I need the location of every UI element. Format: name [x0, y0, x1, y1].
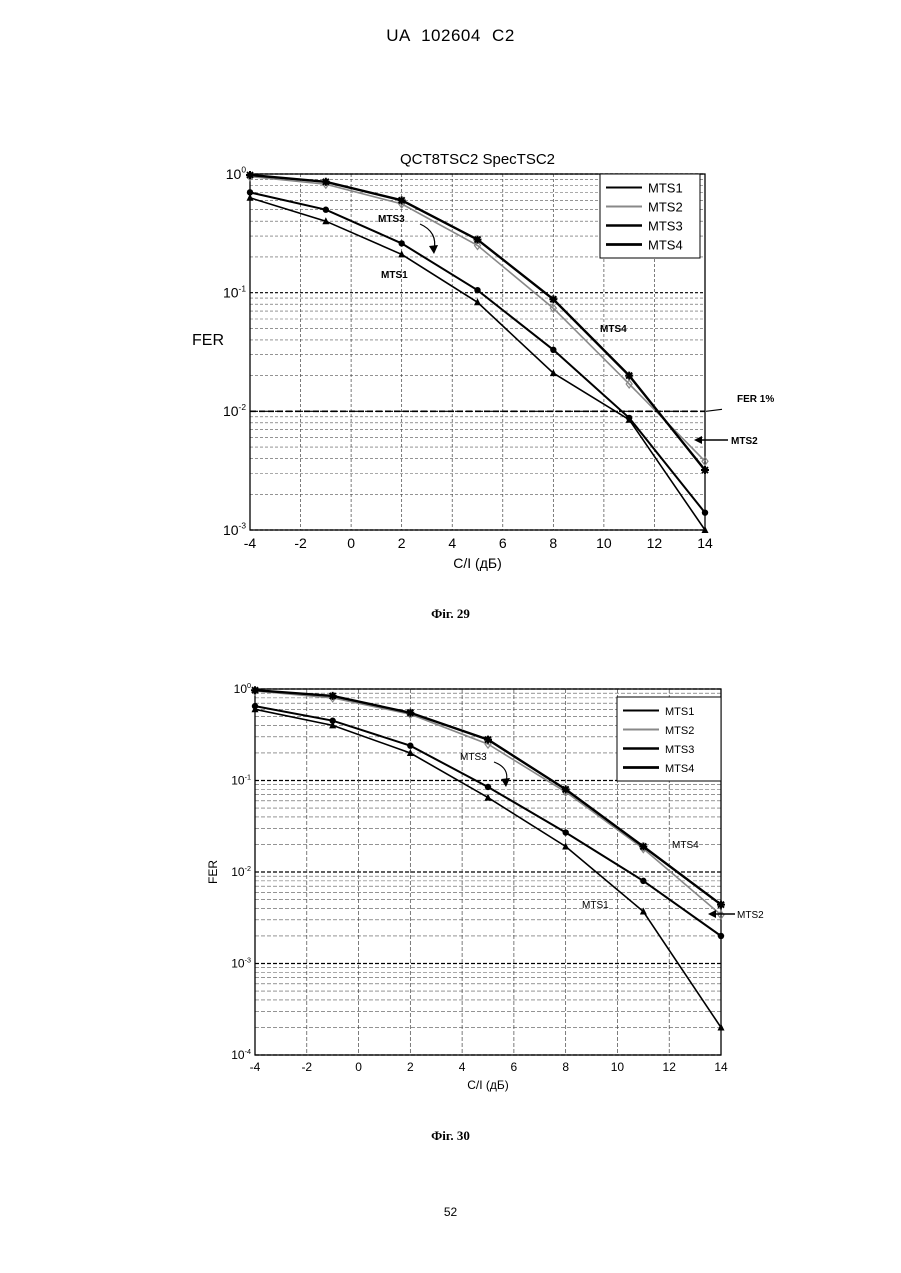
- figure-30-chart: -4 -2 0 2 4 6 8 10 12 14 100 10-1 10-2 10-3 10-4 C/I (д…: [0, 0, 901, 1120]
- data-point-mts4: [251, 686, 259, 694]
- x-tick-label: 8: [562, 1060, 569, 1074]
- data-point-mts4: [406, 709, 414, 717]
- data-point-mts4: [329, 692, 337, 700]
- x-tick-label: 6: [511, 1060, 518, 1074]
- data-point-mts1: [562, 842, 569, 849]
- data-point-mts3: [407, 743, 413, 749]
- annotation-mts2-arrowhead: [708, 910, 716, 918]
- annotation-mts3: MTS3: [460, 752, 487, 763]
- y-tick-label: 10-1: [231, 772, 251, 787]
- page-number: 52: [0, 1205, 901, 1219]
- legend-label-mts3: MTS3: [665, 744, 694, 756]
- data-point-mts3: [640, 878, 646, 884]
- data-point-mts4: [639, 842, 647, 850]
- x-axis-label: C/I (дБ): [467, 1078, 509, 1092]
- figure-30-caption: Фіг. 30: [0, 1128, 901, 1144]
- data-point-mts4: [484, 736, 492, 744]
- data-point-mts4: [562, 785, 570, 793]
- x-tick-label: 10: [611, 1060, 625, 1074]
- y-tick-label: 10-3: [231, 955, 251, 970]
- data-point-mts4: [717, 901, 725, 909]
- legend: MTS1 MTS2 MTS3 MTS4: [617, 697, 721, 781]
- y-tick-label: 10-2: [231, 864, 251, 879]
- data-point-mts3: [562, 829, 568, 835]
- annotation-mts1: MTS1: [582, 900, 609, 911]
- x-tick-label: 4: [459, 1060, 466, 1074]
- x-tick-label: 2: [407, 1060, 414, 1074]
- y-tick-label: 10-4: [231, 1047, 251, 1062]
- data-point-mts3: [329, 718, 335, 724]
- legend-label-mts1: MTS1: [665, 706, 694, 718]
- data-point-mts3: [718, 933, 724, 939]
- y-tick-label: 100: [234, 681, 251, 696]
- annotation-mts3-arrowhead: [501, 778, 510, 787]
- x-tick-label: 14: [714, 1060, 728, 1074]
- x-tick-label: 12: [663, 1060, 677, 1074]
- annotation-mts2: MTS2: [737, 910, 764, 921]
- x-tick-label: -2: [301, 1060, 312, 1074]
- y-axis-label: FER: [206, 860, 220, 884]
- x-tick-label: 0: [355, 1060, 362, 1074]
- legend-label-mts2: MTS2: [665, 725, 694, 737]
- data-point-mts3: [485, 784, 491, 790]
- chart-group: -4 -2 0 2 4 6 8 10 12 14 100 10-1 10-2 10-3 10-4 C/I (д…: [206, 681, 764, 1092]
- x-tick-label: -4: [250, 1060, 261, 1074]
- data-point-mts3: [252, 703, 258, 709]
- annotation-mts4: MTS4: [672, 840, 699, 851]
- legend-label-mts4: MTS4: [665, 763, 694, 775]
